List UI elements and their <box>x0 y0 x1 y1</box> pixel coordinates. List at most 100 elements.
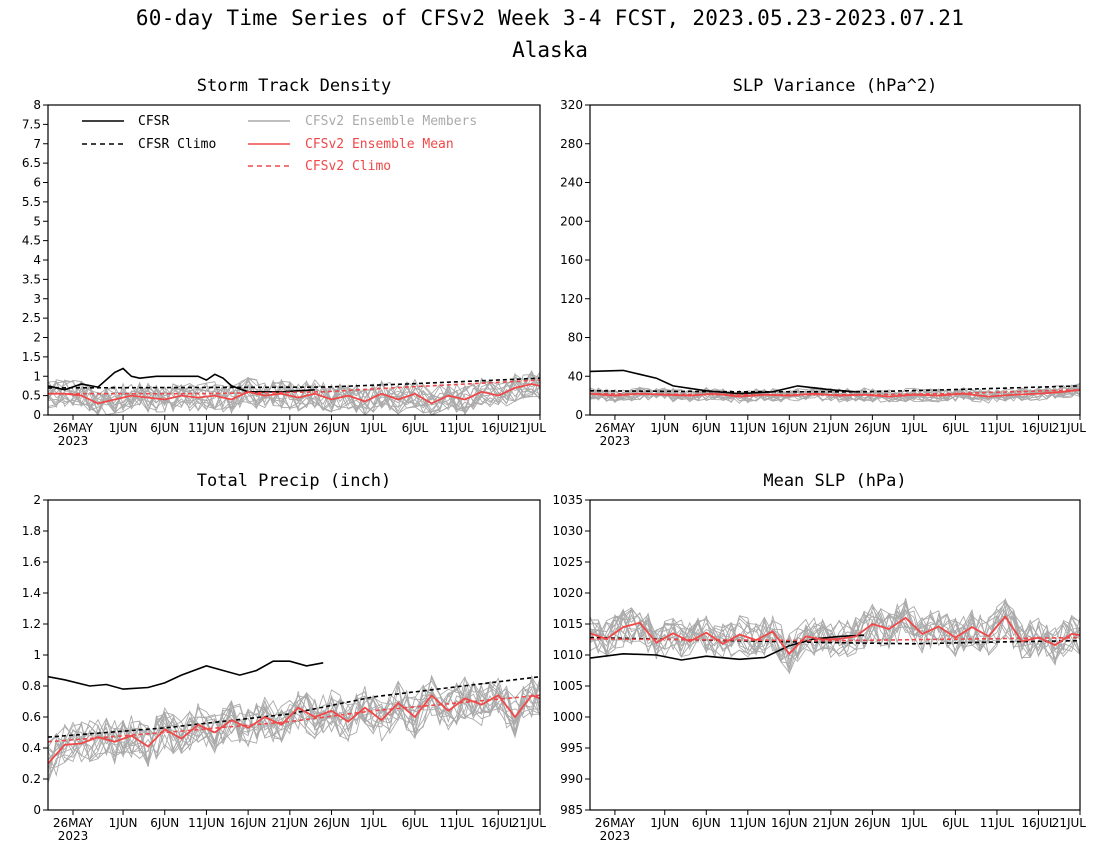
x-year-label: 2023 <box>58 434 89 448</box>
x-tick-label: 11JUL <box>980 421 1015 435</box>
x-tick-label: 11JUL <box>439 816 474 830</box>
y-tick-label: 985 <box>560 803 583 817</box>
x-tick-label: 6JUN <box>692 421 721 435</box>
x-tick-label: 21JUL <box>1052 816 1087 830</box>
series-line-cfsv2-climo <box>48 694 540 743</box>
y-tick-label: 120 <box>560 292 583 306</box>
x-year-label: 2023 <box>58 829 89 843</box>
y-tick-label: 280 <box>560 137 583 151</box>
series-line-cfsr <box>48 660 324 690</box>
x-tick-label: 11JUN <box>188 816 225 830</box>
y-tick-label: 1030 <box>552 524 583 538</box>
y-tick-label: 3 <box>33 292 41 306</box>
y-tick-label: 6.5 <box>22 156 41 170</box>
y-tick-label: 200 <box>560 214 583 228</box>
series-line-cfsv2-climo <box>590 389 1080 396</box>
series-line-cfsr-climo <box>590 636 1080 645</box>
panel-mean-slp: Mean SLP (hPa) 985 990 995 1000 1005 1010 1015 1… <box>552 471 1086 843</box>
x-tick-label: 11JUL <box>439 421 474 435</box>
y-tick-label: 4 <box>33 253 41 267</box>
series-line-cfsr-climo <box>48 675 540 738</box>
x-tick-label: 1JUN <box>650 816 679 830</box>
x-tick-label: 16JUL <box>481 421 516 435</box>
x-year-label: 2023 <box>600 829 631 843</box>
plot-area <box>590 597 1080 675</box>
x-tick-label: 21JUL <box>512 816 547 830</box>
x-tick-label: 16JUN <box>771 816 808 830</box>
figure-title: 60-day Time Series of CFSv2 Week 3-4 FCS… <box>135 6 965 30</box>
x-tick-label: 16JUL <box>1021 421 1056 435</box>
ensemble-member-line <box>48 675 540 781</box>
ensemble-member-line <box>48 380 540 414</box>
panel-title: Storm Track Density <box>197 76 391 96</box>
y-tick-label: 40 <box>568 369 583 383</box>
y-tick-label: 1015 <box>552 617 583 631</box>
x-tick-label: 26MAY <box>595 816 636 830</box>
x-tick-label: 1JUN <box>109 816 138 830</box>
x-tick-label: 26MAY <box>53 816 94 830</box>
series-line-cfsv2-ensemble-mean <box>590 388 1080 398</box>
y-tick-label: 1035 <box>552 493 583 507</box>
series-line-cfsv2-ensemble-mean <box>48 383 540 405</box>
x-tick-label: 26JUN <box>854 816 891 830</box>
series-line-cfsr <box>48 367 315 393</box>
y-tick-label: 1010 <box>552 648 583 662</box>
legend-label: CFSv2 Climo <box>305 159 391 174</box>
series-line-cfsr <box>590 634 865 661</box>
x-tick-label: 11JUN <box>730 421 767 435</box>
y-tick-label: 1.4 <box>22 586 41 600</box>
y-tick-label: 320 <box>560 98 583 112</box>
x-tick-label: 6JUN <box>150 816 179 830</box>
ensemble-member-line <box>48 675 540 768</box>
series-line-cfsv2-ensemble-mean <box>590 615 1080 656</box>
y-tick-label: 1000 <box>552 710 583 724</box>
y-tick-label: 1.2 <box>22 617 41 631</box>
x-tick-label: 21JUL <box>512 421 547 435</box>
ensemble-member-line <box>590 600 1080 662</box>
y-tick-label: 990 <box>560 772 583 786</box>
ensemble-member-line <box>590 384 1080 403</box>
x-tick-label: 6JUL <box>942 816 969 830</box>
y-tick-label: 0 <box>575 408 583 422</box>
series-line-cfsr <box>590 369 856 395</box>
x-tick-label: 26JUN <box>313 421 350 435</box>
legend-label: CFSR <box>138 114 169 129</box>
x-tick-label: 1JUL <box>901 816 928 830</box>
series-line-cfsr-climo <box>48 377 540 389</box>
y-tick-label: 7 <box>33 137 41 151</box>
y-tick-label: 0.8 <box>22 679 41 693</box>
y-tick-label: 5.5 <box>22 195 41 209</box>
y-tick-label: 0.6 <box>22 710 41 724</box>
y-tick-label: 0.5 <box>22 389 41 403</box>
series-line-cfsr-climo <box>590 385 1080 393</box>
y-tick-label: 995 <box>560 741 583 755</box>
series-line-cfsv2-climo <box>590 636 1080 642</box>
y-tick-label: 1.8 <box>22 524 41 538</box>
x-tick-label: 16JUN <box>230 816 267 830</box>
x-tick-label: 26JUN <box>313 816 350 830</box>
y-tick-label: 1025 <box>552 555 583 569</box>
y-tick-label: 3.5 <box>22 272 41 286</box>
series-line-cfsv2-ensemble-mean <box>48 693 540 765</box>
plot-frame <box>47 499 541 811</box>
y-tick-label: 8 <box>33 98 41 112</box>
y-tick-label: 0 <box>33 803 41 817</box>
legend-label: CFSv2 Ensemble Mean <box>305 137 454 152</box>
figure-subtitle: Alaska <box>512 38 588 62</box>
x-tick-label: 26MAY <box>53 421 94 435</box>
x-tick-label: 6JUL <box>402 421 429 435</box>
y-tick-label: 2 <box>33 331 41 345</box>
panel-slp-variance: SLP Variance (hPa^2) 0 40 80 120 160 200 240 280… <box>560 76 1086 448</box>
y-tick-label: 2 <box>33 493 41 507</box>
panel-title: Mean SLP (hPa) <box>763 471 906 491</box>
x-tick-label: 16JUL <box>1021 816 1056 830</box>
y-tick-label: 4.5 <box>22 234 41 248</box>
panel-total-precip: Total Precip (inch) 0 0.2 0.4 0.6 0.8 1 1.2 1.4 1… <box>22 471 546 843</box>
y-tick-label: 240 <box>560 176 583 190</box>
y-tick-label: 160 <box>560 253 583 267</box>
x-tick-label: 11JUL <box>980 816 1015 830</box>
y-tick-label: 5 <box>33 214 41 228</box>
panel-title: SLP Variance (hPa^2) <box>733 76 938 96</box>
x-tick-label: 16JUN <box>230 421 267 435</box>
panel-title: Total Precip (inch) <box>197 471 391 491</box>
